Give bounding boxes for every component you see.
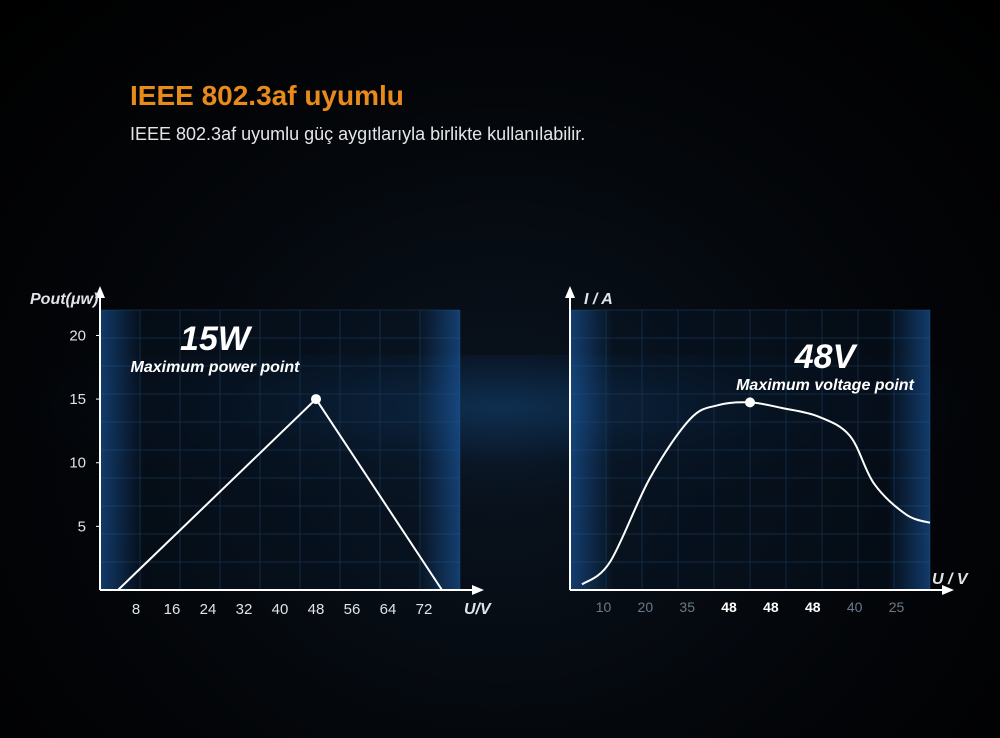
x-axis-label: U / V bbox=[932, 571, 969, 588]
peak-marker bbox=[311, 394, 321, 404]
x-tick-label: 48 bbox=[308, 601, 325, 618]
power-chart: 5 10 15 20 8 16 24 32 40 48 56 64 72 Pout(μw) U/V 15WMa… bbox=[0, 270, 500, 670]
y-tick-label: 20 bbox=[69, 327, 86, 344]
x-tick-label: 20 bbox=[638, 599, 654, 615]
page-subtitle: IEEE 802.3af uyumlu güç aygıtlarıyla bir… bbox=[130, 124, 900, 145]
charts-container: 510152081624324048566472Pout(μw)U/V15WMa… bbox=[0, 270, 1000, 670]
callout-value: 15W bbox=[180, 320, 253, 358]
page-title: IEEE 802.3af uyumlu bbox=[130, 80, 900, 112]
y-tick-label: 10 bbox=[69, 455, 86, 472]
x-tick-label: 40 bbox=[272, 601, 289, 618]
x-tick-label: 8 bbox=[132, 601, 140, 618]
x-tick-label: 35 bbox=[679, 599, 695, 615]
y-tick-label: 15 bbox=[69, 391, 86, 408]
x-tick-label: 48 bbox=[721, 599, 737, 615]
y-tick-label: 5 bbox=[78, 518, 86, 535]
x-tick-label: 48 bbox=[763, 599, 779, 615]
x-tick-label: 56 bbox=[344, 601, 361, 618]
voltage-chart: 10 20 35 48 48 48 40 25 I / A U / V 48VMaximum vol… bbox=[530, 270, 1000, 670]
x-tick-label: 25 bbox=[889, 599, 905, 615]
callout-label: Maximum power point bbox=[131, 359, 301, 376]
callout-label: Maximum voltage point bbox=[736, 377, 914, 394]
y-axis-label: Pout(μw) bbox=[30, 291, 98, 308]
x-tick-label: 16 bbox=[164, 601, 181, 618]
header: IEEE 802.3af uyumlu IEEE 802.3af uyumlu … bbox=[130, 80, 900, 145]
x-tick-label: 72 bbox=[416, 601, 433, 618]
callout-value: 48V bbox=[794, 338, 859, 376]
peak-marker bbox=[745, 397, 755, 407]
y-axis-label: I / A bbox=[584, 291, 613, 308]
x-tick-label: 40 bbox=[847, 599, 863, 615]
x-tick-label: 24 bbox=[200, 601, 217, 618]
x-axis-label: U/V bbox=[464, 601, 492, 618]
x-tick-label: 48 bbox=[805, 599, 821, 615]
x-tick-label: 32 bbox=[236, 601, 253, 618]
x-tick-label: 64 bbox=[380, 601, 397, 618]
x-tick-label: 10 bbox=[596, 599, 612, 615]
